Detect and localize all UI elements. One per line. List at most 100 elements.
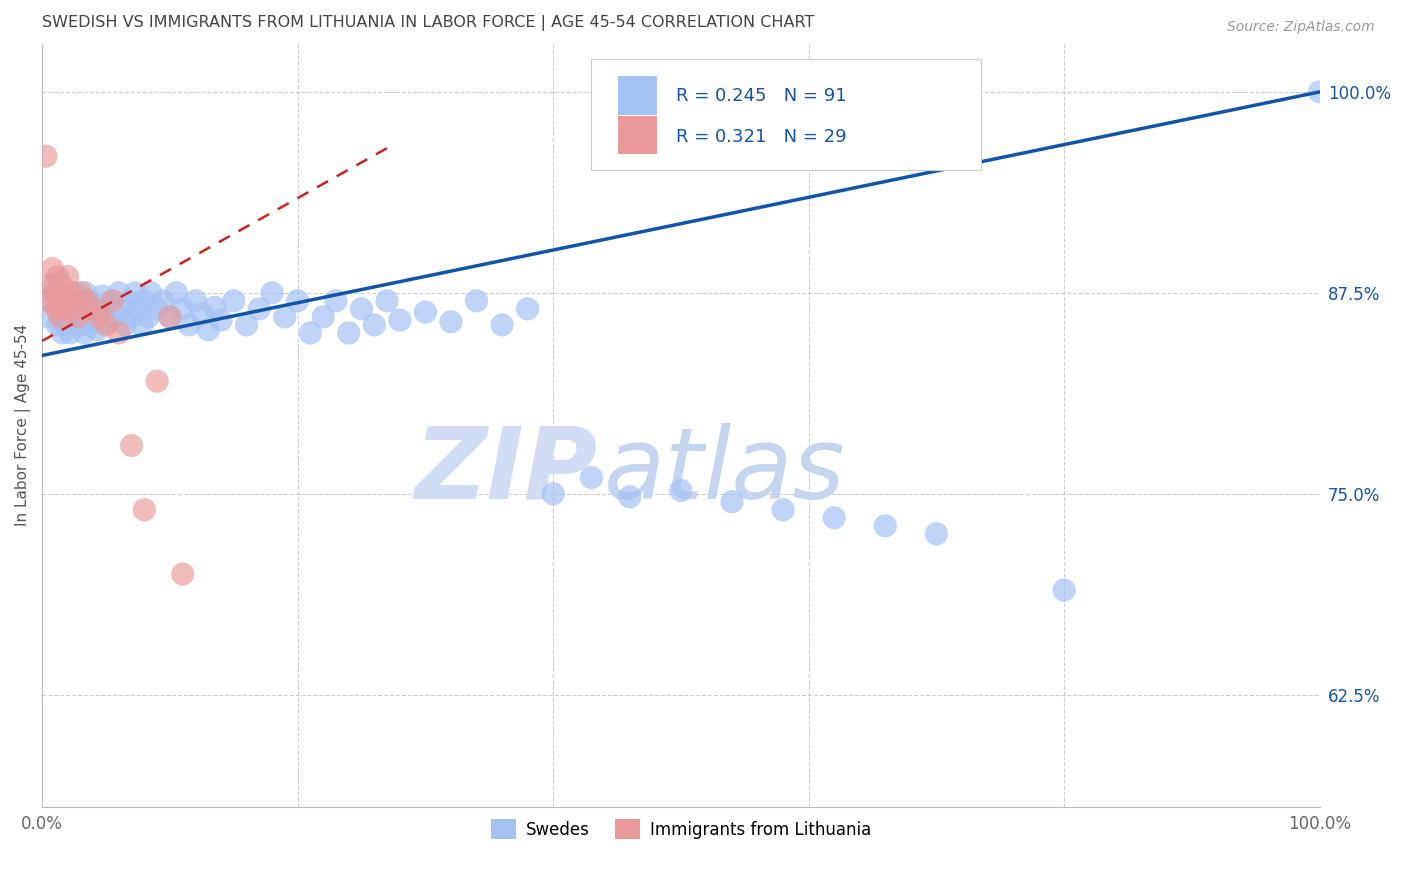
Point bbox=[69, 318, 91, 332]
Point bbox=[925, 526, 948, 541]
Point bbox=[62, 318, 84, 332]
Point bbox=[165, 285, 187, 300]
Point bbox=[111, 301, 134, 316]
Point bbox=[46, 269, 69, 284]
Text: Source: ZipAtlas.com: Source: ZipAtlas.com bbox=[1227, 20, 1375, 34]
Point bbox=[35, 149, 58, 163]
Point bbox=[101, 293, 124, 308]
Point bbox=[94, 318, 117, 332]
Point bbox=[177, 318, 200, 332]
Point bbox=[465, 293, 488, 308]
Point bbox=[440, 315, 463, 329]
Point bbox=[77, 293, 100, 308]
Point bbox=[76, 293, 98, 308]
Point bbox=[131, 318, 153, 332]
Point bbox=[114, 318, 136, 332]
Point bbox=[83, 297, 105, 311]
Point bbox=[619, 490, 641, 504]
Point bbox=[41, 293, 63, 308]
Point bbox=[49, 285, 72, 300]
Point bbox=[51, 293, 73, 308]
Point bbox=[49, 310, 72, 324]
Text: R = 0.321   N = 29: R = 0.321 N = 29 bbox=[676, 128, 846, 145]
Point bbox=[46, 318, 69, 332]
Point bbox=[721, 494, 744, 508]
Point bbox=[69, 293, 91, 308]
Point bbox=[312, 310, 335, 324]
Point bbox=[79, 301, 101, 316]
Point bbox=[121, 438, 143, 452]
Point bbox=[53, 285, 76, 300]
Point bbox=[44, 285, 66, 300]
FancyBboxPatch shape bbox=[592, 59, 981, 169]
Y-axis label: In Labor Force | Age 45-54: In Labor Force | Age 45-54 bbox=[15, 325, 31, 526]
Point bbox=[51, 285, 73, 300]
Point bbox=[172, 301, 194, 316]
Point bbox=[55, 318, 77, 332]
Point bbox=[875, 518, 897, 533]
Point bbox=[97, 300, 120, 314]
Point bbox=[491, 318, 513, 332]
Point bbox=[89, 310, 111, 324]
Point bbox=[104, 310, 127, 324]
Point bbox=[325, 293, 347, 308]
Point bbox=[516, 301, 538, 316]
Point bbox=[581, 470, 603, 484]
Point bbox=[388, 313, 411, 327]
Point bbox=[101, 293, 124, 308]
Point bbox=[669, 483, 692, 498]
Point bbox=[262, 285, 284, 300]
Point bbox=[65, 301, 87, 316]
Point bbox=[59, 285, 82, 300]
Point bbox=[152, 293, 174, 308]
Point bbox=[1053, 583, 1076, 598]
Point bbox=[235, 318, 257, 332]
Point bbox=[82, 301, 104, 316]
Point bbox=[89, 305, 111, 319]
Point bbox=[37, 310, 59, 324]
Point bbox=[44, 285, 66, 300]
Point bbox=[56, 310, 79, 324]
Point bbox=[350, 301, 373, 316]
Point bbox=[172, 567, 194, 582]
Point bbox=[127, 301, 149, 316]
FancyBboxPatch shape bbox=[619, 116, 657, 154]
Point bbox=[541, 486, 564, 500]
Point bbox=[37, 293, 59, 308]
Point bbox=[247, 301, 270, 316]
Point bbox=[107, 285, 129, 300]
Point bbox=[53, 301, 76, 316]
Point bbox=[73, 326, 96, 340]
Point bbox=[184, 293, 207, 308]
Point bbox=[107, 326, 129, 340]
Point bbox=[159, 310, 181, 324]
Point bbox=[94, 316, 117, 330]
Point bbox=[299, 326, 322, 340]
Point bbox=[51, 326, 73, 340]
Point bbox=[204, 300, 226, 314]
Point bbox=[118, 293, 141, 308]
Point bbox=[82, 313, 104, 327]
Point bbox=[209, 313, 232, 327]
Point bbox=[139, 285, 162, 300]
Point bbox=[59, 326, 82, 340]
Point bbox=[39, 277, 62, 292]
Text: R = 0.245   N = 91: R = 0.245 N = 91 bbox=[676, 87, 846, 104]
Point bbox=[197, 323, 219, 337]
Point bbox=[136, 310, 159, 324]
Point bbox=[337, 326, 360, 340]
Point bbox=[75, 285, 97, 300]
Point bbox=[134, 502, 156, 516]
Legend: Swedes, Immigrants from Lithuania: Swedes, Immigrants from Lithuania bbox=[484, 813, 877, 847]
Point bbox=[91, 289, 114, 303]
Point bbox=[69, 285, 91, 300]
Point bbox=[159, 310, 181, 324]
Point bbox=[51, 277, 73, 292]
Point bbox=[86, 323, 108, 337]
Point bbox=[191, 307, 214, 321]
Point bbox=[363, 318, 385, 332]
Point bbox=[66, 310, 89, 324]
Point bbox=[52, 301, 75, 316]
Point bbox=[415, 305, 437, 319]
Text: ZIP: ZIP bbox=[415, 423, 598, 520]
